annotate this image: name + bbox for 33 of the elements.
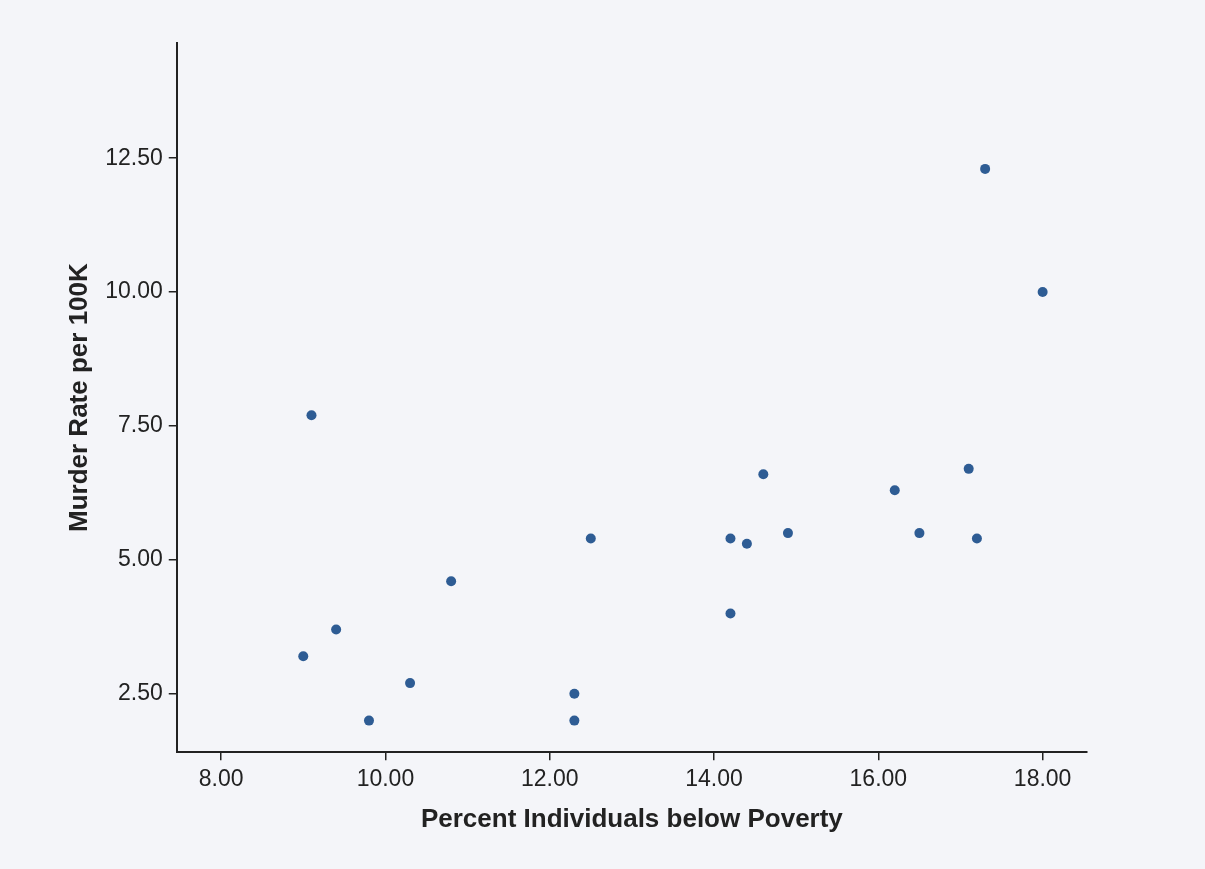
y-tick-label: 10.00	[105, 277, 163, 304]
x-axis-title: Percent Individuals below Poverty	[420, 802, 844, 833]
point	[963, 463, 974, 474]
x-tick-label: 14.00	[685, 765, 743, 792]
point	[741, 538, 752, 549]
y-tick-label: 12.50	[105, 143, 163, 170]
point	[569, 715, 580, 726]
x-tick-label: 10.00	[356, 765, 415, 792]
point	[758, 469, 769, 480]
point	[914, 528, 925, 539]
x-tick-label: 8.00	[198, 765, 244, 792]
x-tick-label: 12.00	[520, 765, 579, 792]
point	[306, 410, 317, 421]
y-tick-label: 2.50	[117, 679, 163, 706]
point	[585, 533, 596, 544]
point	[1037, 287, 1048, 298]
y-tick-label: 7.50	[117, 411, 163, 438]
point	[363, 715, 374, 726]
point	[889, 485, 900, 496]
point	[298, 651, 309, 662]
point	[446, 576, 457, 587]
point	[405, 678, 416, 689]
point	[569, 688, 580, 699]
point	[725, 608, 736, 619]
point	[725, 533, 736, 544]
y-tick-label: 5.00	[117, 545, 163, 572]
point	[331, 624, 342, 635]
x-tick-label: 16.00	[849, 765, 908, 792]
point	[971, 533, 982, 544]
point	[980, 163, 991, 174]
x-tick-label: 18.00	[1013, 765, 1072, 792]
point	[782, 528, 793, 539]
y-axis-title: Murder Rate per 100K	[62, 263, 93, 532]
